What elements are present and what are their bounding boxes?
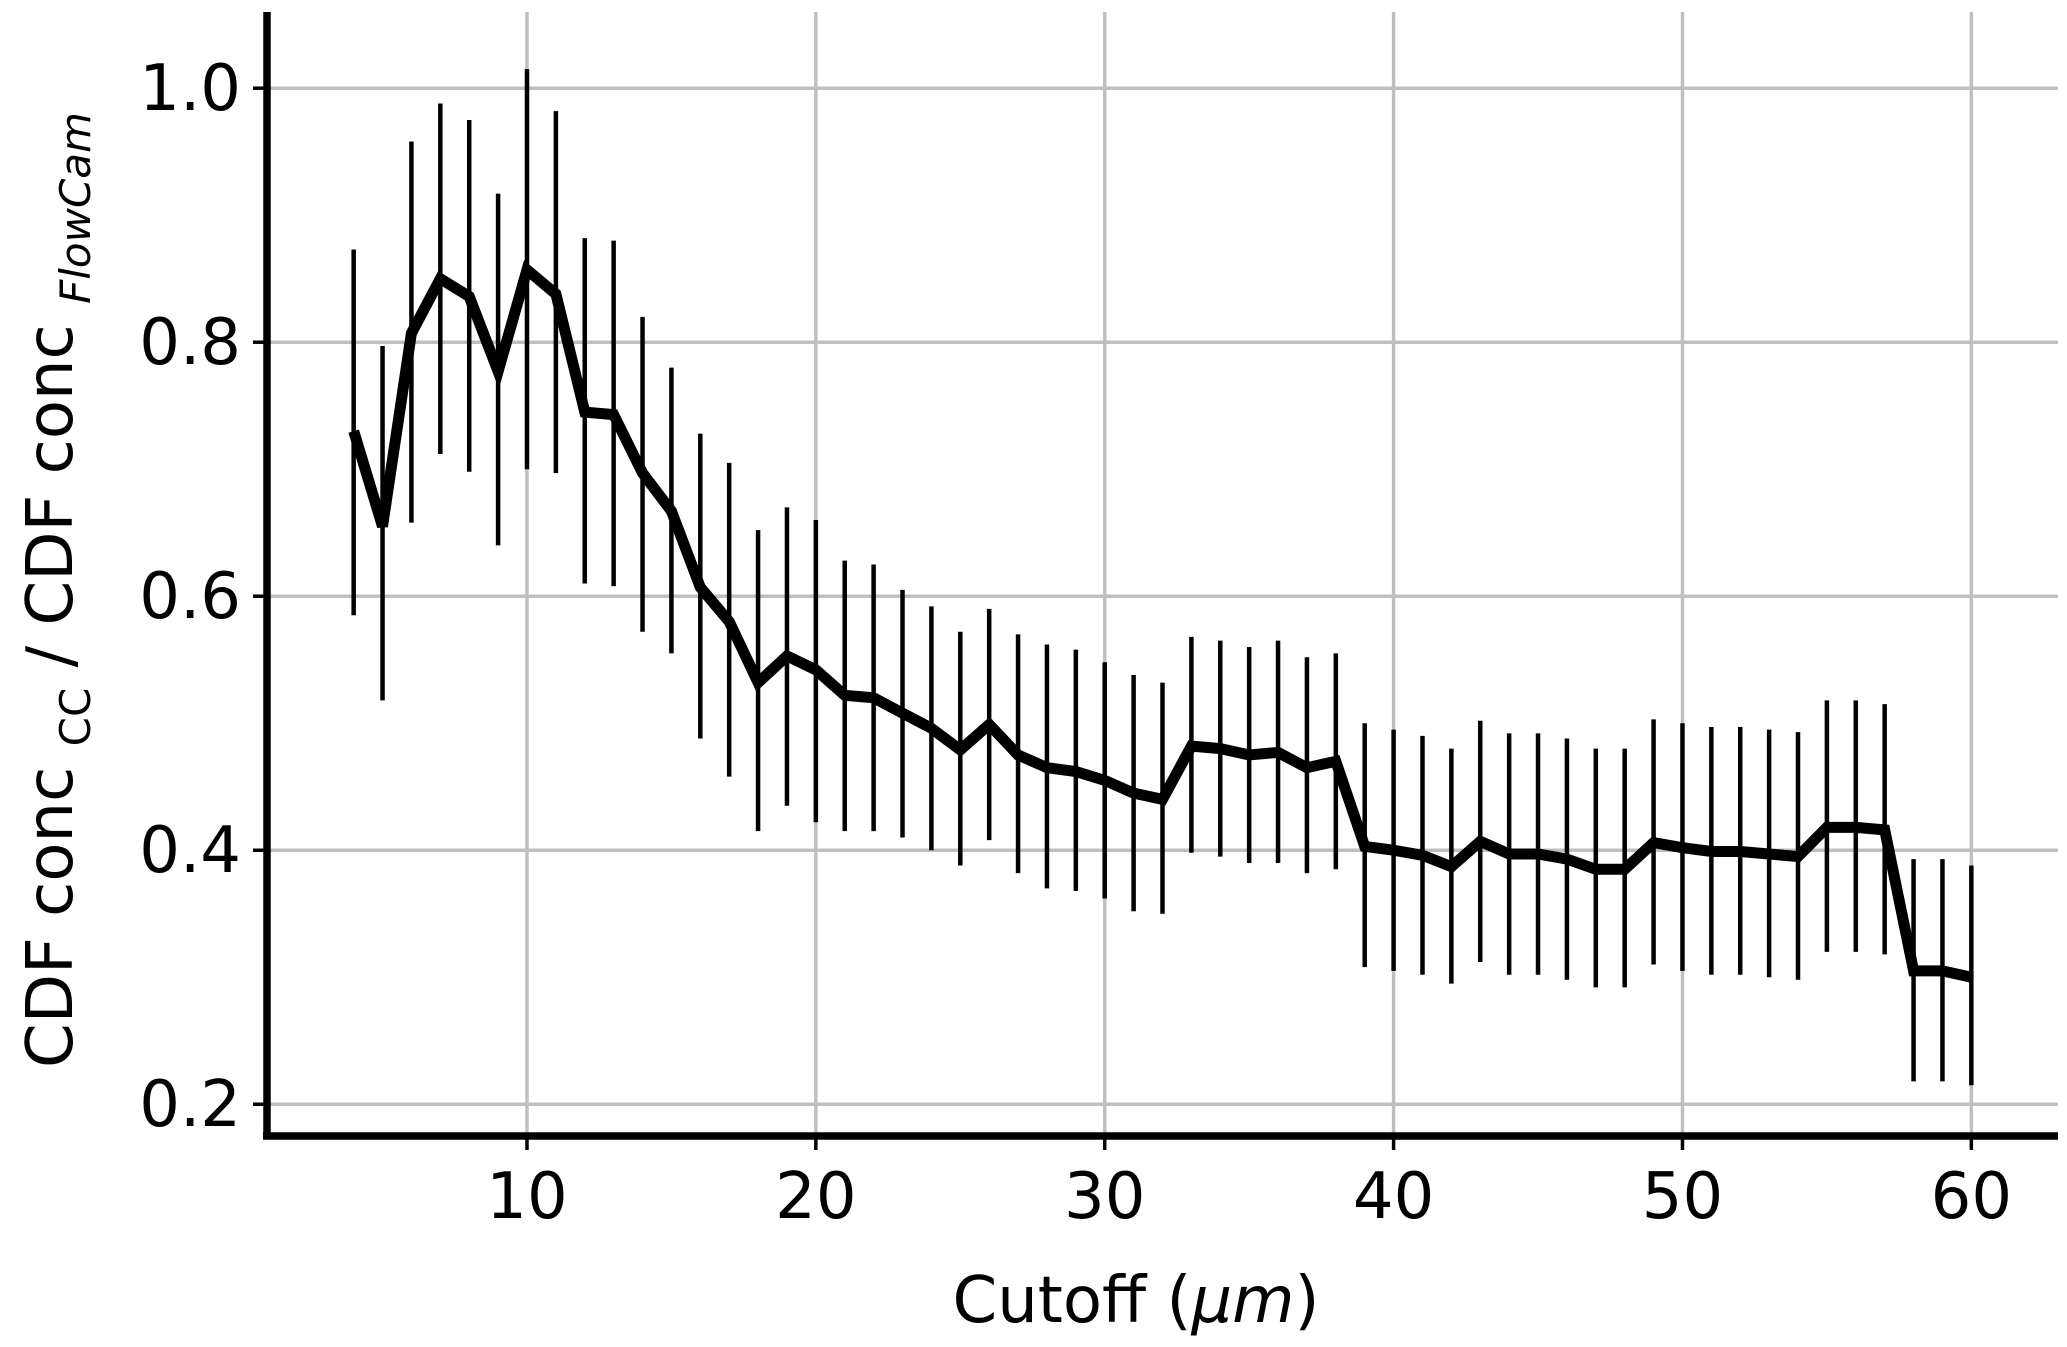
y-tick-label: 0.8 [139,306,241,380]
x-tick-label: 60 [1931,1160,2012,1234]
axes [263,12,2058,1140]
y-axis-title: CDF conc CC / CDF conc FlowCam [14,112,100,1068]
x-tick-label: 30 [1064,1160,1145,1234]
y-tick-label: 0.6 [139,560,241,634]
y-tick-label: 1.0 [139,52,241,126]
y-ticks: 0.2 0.4 0.6 0.8 1.0 [139,52,267,1142]
x-tick-label: 10 [486,1160,567,1234]
error-bars [351,69,1974,1086]
series-line [348,260,1973,983]
x-axis-title: Cutoff (μm) [953,1264,1320,1338]
x-tick-label: 40 [1353,1160,1434,1234]
x-tick-label: 50 [1642,1160,1723,1234]
y-tick-label: 0.2 [139,1068,241,1142]
x-ticks: 10 20 30 40 50 60 [486,1136,2012,1234]
series-group [348,260,1973,983]
x-tick-label: 20 [775,1160,856,1234]
grid [267,12,2058,1136]
y-tick-label: 0.4 [139,814,241,888]
